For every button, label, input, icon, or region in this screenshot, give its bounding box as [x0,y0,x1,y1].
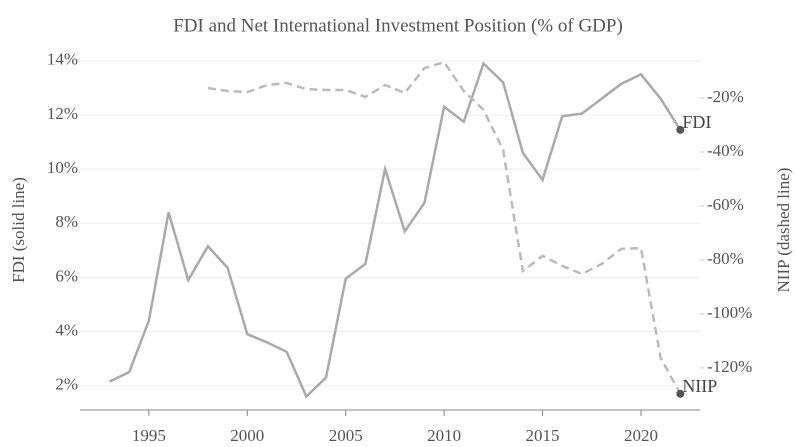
y2-tick-label: -120% [707,357,752,376]
x-tick-label: 2010 [427,426,461,445]
y2-axis-label: NIIP (dashed line) [774,168,793,293]
y2-tick-label: -100% [707,303,752,322]
y-tick-label: 4% [55,320,78,339]
x-tick-label: 2020 [624,426,658,445]
end-marker [676,125,685,134]
series-line [108,61,682,399]
x-tick-label: 1995 [132,426,166,445]
y-axis-label: FDI (solid line) [9,177,28,283]
y-tick-label: 10% [47,158,78,177]
series-line [207,60,682,395]
y-tick-label: 12% [47,104,78,123]
chart-title: FDI and Net International Investment Pos… [173,15,623,36]
x-tick-label: 2005 [329,426,363,445]
y-tick-label: 6% [55,266,78,285]
y2-tick-label: -20% [707,87,744,106]
y-tick-label: 8% [55,212,78,231]
y-tick-label: 2% [55,375,78,394]
end-marker [676,389,685,398]
y2-tick-label: -80% [707,249,744,268]
x-tick-label: 2015 [526,426,560,445]
series-label: FDI [682,112,711,132]
y2-tick-label: -40% [707,141,744,160]
series-label: NIIP [682,376,717,396]
x-tick-label: 2000 [230,426,264,445]
y-tick-label: 14% [47,50,78,69]
y2-tick-label: -60% [707,195,744,214]
